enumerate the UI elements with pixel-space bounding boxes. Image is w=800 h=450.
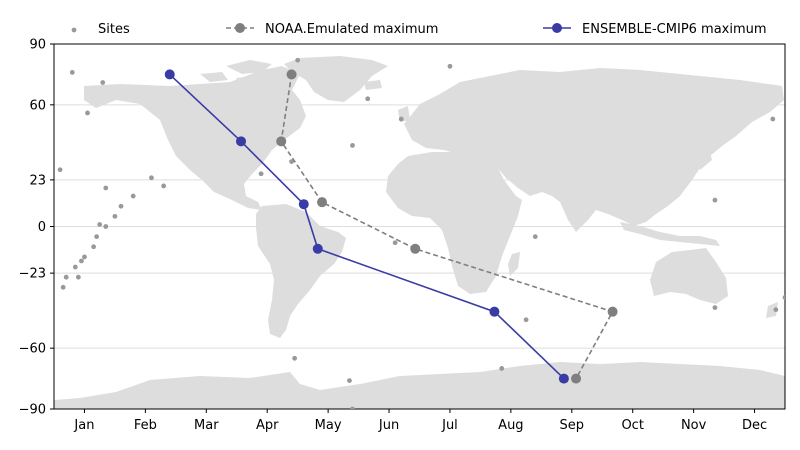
ensemble-cmip6-line [169,73,565,380]
x-axis: Jan Feb Mar Apr May Jun Jul Aug Sep Oct Nov Dec [73,409,767,433]
site-point [350,406,355,409]
site-point [499,366,505,371]
x-tick-label: Sep [560,418,585,433]
site-point [149,175,154,181]
site-point [289,159,294,165]
legend-marker-noaa [235,23,245,33]
legend-label-sites: Sites [98,22,130,37]
x-tick-label: Aug [498,418,523,433]
legend-marker-ensemble [552,23,562,33]
site-point [398,116,404,122]
ensemble-cmip6-point [558,373,569,384]
map-greenland [284,56,388,102]
y-tick-label: −90 [19,403,46,418]
map-indonesia [620,222,720,246]
site-point [350,142,355,148]
x-tick-label: Nov [681,418,707,433]
map-new-zealand [766,302,778,318]
legend: Sites NOAA.Emulated maximum ENSEMBLE-CMIP6… [71,22,767,37]
y-axis: 90 60 23 0 −23 −60 −90 [19,38,54,418]
ensemble-cmip6-point [164,69,175,80]
noaa-emulated-point [286,69,297,80]
map-africa [386,152,522,294]
site-point [295,57,301,63]
ensemble-cmip6-point [236,136,247,147]
site-point [94,234,100,240]
site-point [258,171,264,177]
site-point [97,222,103,227]
legend-marker-sites [71,27,77,33]
map-south-america [256,204,346,338]
site-point [118,203,124,209]
site-point [347,378,352,384]
world-map [54,56,785,409]
y-tick-label: 60 [29,98,46,113]
noaa-emulated-point [571,373,582,384]
ensemble-cmip6-point [298,199,309,210]
map-japan [696,144,712,170]
site-point [161,183,167,189]
site-point [85,110,90,116]
site-point [112,213,118,219]
x-tick-label: Jun [378,418,399,433]
site-point [69,69,75,75]
legend-label-noaa: NOAA.Emulated maximum [265,22,438,37]
site-point [782,295,785,300]
noaa-emulated-point [607,306,618,317]
x-tick-label: Apr [256,418,279,433]
x-tick-label: May [315,418,342,433]
site-point [91,244,96,250]
site-point [130,193,136,199]
site-point [770,116,776,122]
map-eurasia [404,68,784,232]
site-point [60,284,66,290]
site-point [75,274,81,280]
site-point [392,240,398,246]
site-point [292,355,298,361]
map-iceland [364,80,382,90]
noaa-emulated-point [410,243,421,254]
site-point [103,224,109,229]
map-antarctica [54,362,785,409]
site-point [79,258,84,264]
site-point [523,317,529,323]
map-australia [650,248,728,304]
noaa-emulated-point [276,136,287,147]
ensemble-cmip6-point [312,243,323,254]
map-madagascar [508,252,520,276]
site-point [447,63,453,69]
site-point [712,197,718,203]
site-point [712,305,718,311]
y-tick-label: −60 [19,342,46,357]
site-point [365,96,371,102]
x-tick-label: Dec [742,418,767,433]
site-point [773,307,779,313]
ensemble-cmip6-point [489,306,500,317]
x-tick-label: Oct [621,418,643,433]
y-tick-label: 23 [29,173,46,188]
map-north-america [84,66,306,210]
gridlines [54,104,785,349]
x-tick-label: Jan [73,418,94,433]
series [57,57,785,409]
noaa-emulated-point [317,197,328,208]
site-point [532,234,538,240]
y-tick-label: 0 [38,220,46,235]
x-tick-label: Feb [134,418,157,433]
x-tick-label: Mar [194,418,219,433]
site-point [57,167,63,173]
x-tick-label: Jul [441,418,458,433]
y-tick-label: 90 [29,38,46,53]
map-arctic-islands [200,60,272,86]
legend-label-ensemble: ENSEMBLE-CMIP6 maximum [582,22,767,37]
site-point [63,274,69,280]
noaa-emulated-line [280,74,614,379]
site-point [72,264,78,270]
site-point [82,254,87,260]
site-point [103,185,109,191]
y-tick-label: −23 [19,267,46,282]
site-point [100,80,106,85]
